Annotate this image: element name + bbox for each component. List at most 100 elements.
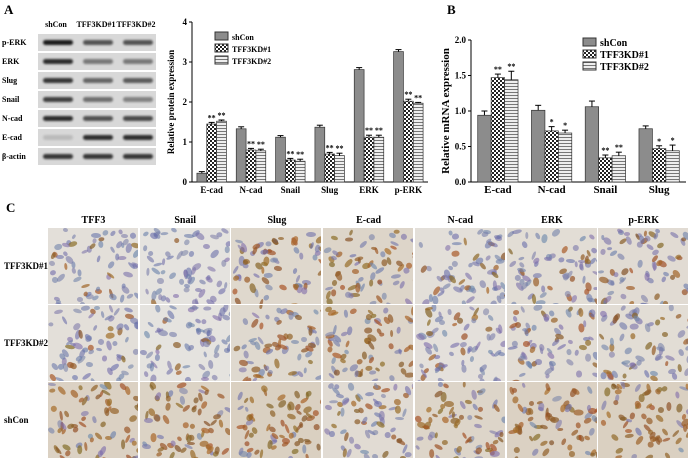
y-tick-label: 4	[183, 17, 188, 27]
lane-header: TFF3KD#1	[76, 20, 116, 29]
blot-row-label: Slug	[2, 76, 36, 85]
bar	[558, 133, 571, 182]
blot-row: N-cad	[38, 110, 156, 127]
ihc-column-header: N-cad	[415, 215, 506, 226]
y-tick-label: 3	[183, 57, 188, 67]
ihc-micrograph	[598, 382, 688, 458]
significance-label: **	[507, 62, 515, 71]
significance-label: **	[365, 126, 373, 135]
significance-label: **	[296, 150, 304, 159]
significance-label: **	[375, 126, 383, 135]
blot-band	[43, 97, 73, 102]
legend-label: TFF3KD#1	[600, 50, 649, 61]
ihc-micrograph	[507, 228, 597, 304]
panel-label-c: C	[6, 200, 15, 216]
ihc-micrograph	[415, 305, 505, 381]
x-tick-label: p-ERK	[395, 185, 423, 195]
legend-swatch	[215, 56, 228, 64]
bar	[236, 129, 246, 182]
bar	[197, 173, 207, 182]
y-tick-label: 2	[183, 97, 188, 107]
legend-label: shCon	[600, 38, 628, 49]
blot-row: ERK	[38, 53, 156, 70]
ihc-column-header: ERK	[507, 215, 598, 226]
bar	[639, 129, 652, 182]
bar	[491, 78, 504, 182]
significance-label: *	[550, 118, 554, 127]
blot-band	[83, 59, 113, 64]
significance-label: **	[218, 111, 226, 120]
protein-expression-chart: 01234Relative protein expressionE-cad** *…	[160, 14, 432, 198]
bar	[217, 121, 227, 182]
significance-label: *	[563, 121, 567, 130]
lane-header: shCon	[36, 20, 76, 29]
y-axis-label: Relative mRNA expression	[440, 48, 452, 174]
x-tick-label: N-cad	[538, 184, 566, 196]
significance-label: **	[601, 146, 609, 155]
significance-label: **	[257, 140, 265, 149]
x-tick-label: E-cad	[484, 184, 512, 196]
bar	[666, 151, 679, 182]
bar	[354, 70, 364, 182]
lane-header: TFF3KD#2	[116, 20, 156, 29]
ihc-micrograph	[323, 228, 413, 304]
blot-row: p-ERK	[38, 34, 156, 51]
blot-band	[123, 59, 153, 64]
bar	[599, 158, 612, 182]
blot-band	[43, 59, 73, 64]
legend-swatch	[215, 44, 228, 52]
significance-label: **	[286, 149, 294, 158]
blot-row-label: E-cad	[2, 133, 36, 142]
blot-row: Slug	[38, 72, 156, 89]
bar	[531, 110, 544, 182]
ihc-micrograph	[598, 305, 688, 381]
legend-swatch	[583, 38, 596, 46]
bar	[276, 137, 286, 182]
ihc-micrograph	[48, 382, 138, 458]
y-tick-label: 1.5	[455, 71, 467, 81]
x-tick-label: Snail	[281, 185, 301, 195]
x-tick-label: N-cad	[240, 185, 263, 195]
ihc-column-header: E-cad	[323, 215, 414, 226]
legend-label: TFF3KD#1	[232, 45, 271, 54]
bar	[403, 101, 413, 182]
bar	[207, 124, 217, 182]
bar	[413, 103, 423, 182]
legend-swatch	[583, 50, 596, 58]
blot-band	[83, 40, 113, 45]
bar	[478, 115, 491, 182]
y-tick-label: 0.5	[455, 142, 467, 152]
significance-label: **	[326, 143, 334, 152]
ihc-micrograph	[598, 228, 688, 304]
blot-row: Snail	[38, 91, 156, 108]
legend-swatch	[215, 32, 228, 40]
y-tick-label: 2.0	[455, 35, 467, 45]
significance-label: **	[247, 139, 255, 148]
ihc-column-header: p-ERK	[598, 215, 689, 226]
bar	[256, 151, 266, 182]
bar	[246, 150, 256, 182]
blot-band	[123, 40, 153, 45]
bar	[325, 154, 335, 182]
significance-label: **	[414, 93, 422, 102]
bar	[652, 149, 665, 182]
panel-label-a: A	[4, 2, 13, 18]
ihc-micrograph	[323, 382, 413, 458]
blot-band	[123, 116, 153, 121]
ihc-column-header: Snail	[140, 215, 231, 226]
x-tick-label: E-cad	[200, 185, 223, 195]
significance-label: *	[671, 136, 675, 145]
legend-label: shCon	[232, 33, 254, 42]
blot-row-label: β-actin	[2, 152, 36, 161]
x-tick-label: Slug	[649, 184, 670, 196]
x-tick-label: Slug	[321, 185, 339, 195]
blot-row-label: ERK	[2, 57, 36, 66]
bar	[335, 156, 345, 182]
bar	[374, 137, 384, 182]
bar	[295, 161, 305, 182]
blot-band	[43, 135, 73, 140]
western-blot: shCon TFF3KD#1 TFF3KD#2 p-ERK ERK Slug Snai…	[38, 34, 156, 167]
significance-label: **	[336, 144, 344, 153]
bar	[585, 107, 598, 182]
bar	[315, 127, 325, 182]
